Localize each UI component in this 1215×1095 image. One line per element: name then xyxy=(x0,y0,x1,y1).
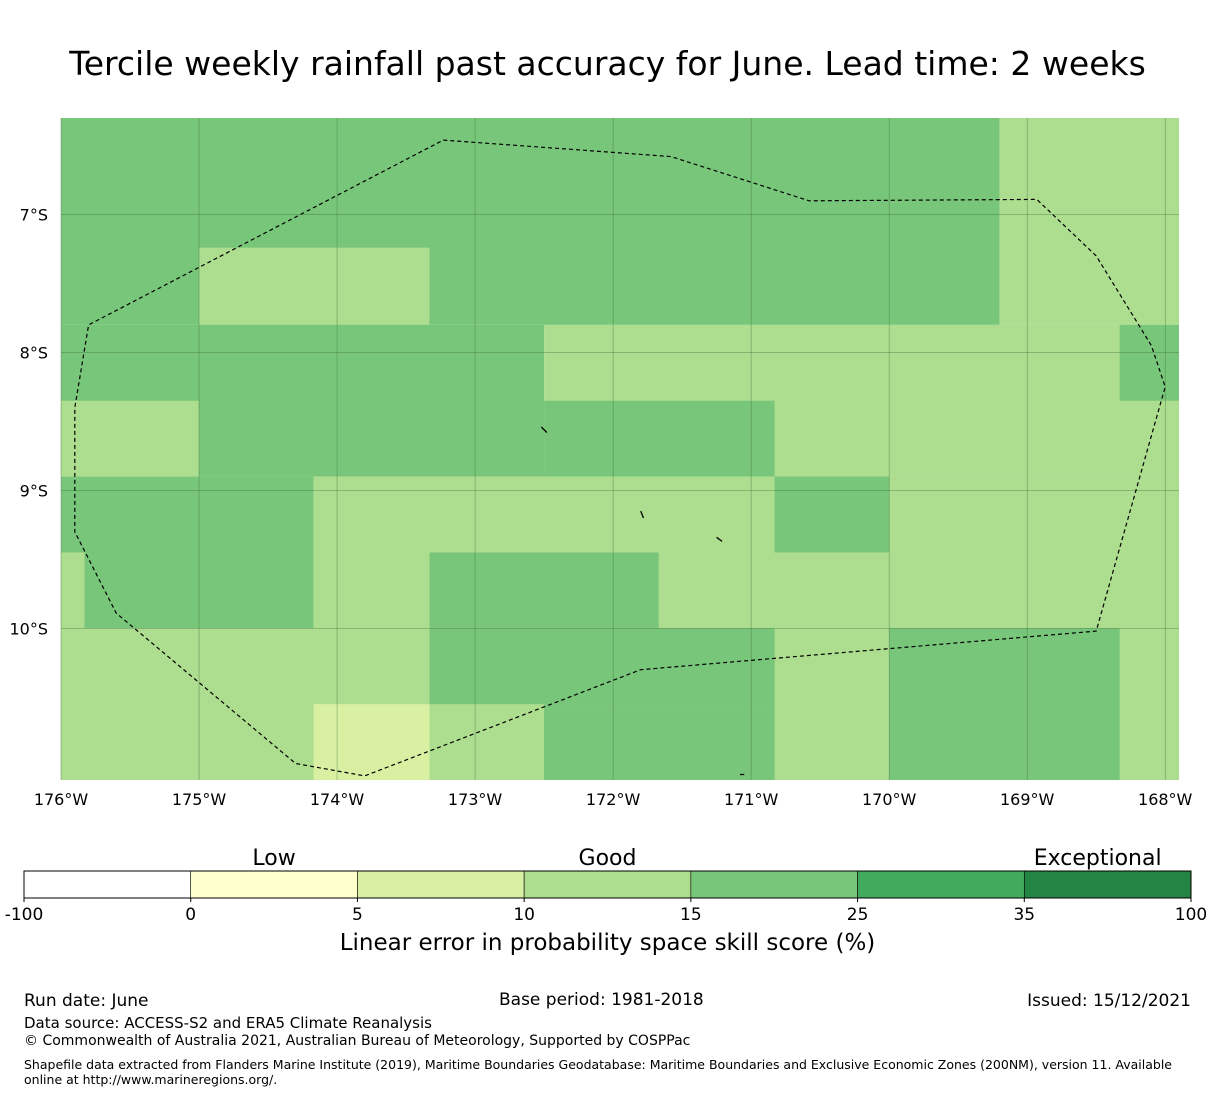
colorbar-swatch xyxy=(357,870,525,899)
longitude-tick-label: 174°W xyxy=(310,790,365,809)
longitude-tick-label: 175°W xyxy=(172,790,227,809)
colorbar-tick-label: 35 xyxy=(1013,905,1035,925)
longitude-tick-label: 169°W xyxy=(1000,790,1055,809)
colorbar-category-label: Low xyxy=(252,846,295,871)
skill-cell xyxy=(313,704,430,780)
skill-cell xyxy=(429,552,659,629)
colorbar-swatch xyxy=(690,870,858,899)
longitude-labels: 176°W 175°W 174°W 173°W 172°W 171°W 170°W 169°W… xyxy=(34,790,1193,809)
page-title: Tercile weekly rainfall past accuracy fo… xyxy=(69,44,1146,83)
latitude-labels: 7°S 8°S 9°S 10°S xyxy=(9,206,48,639)
longitude-tick-label: 172°W xyxy=(586,790,641,809)
skill-cell xyxy=(544,400,775,477)
island-layer xyxy=(540,426,745,776)
longitude-tick-label: 168°W xyxy=(1138,790,1193,809)
skill-cell xyxy=(429,628,775,705)
issued-date: Issued: 15/12/2021 xyxy=(1027,991,1191,1011)
latitude-tick-label: 8°S xyxy=(20,343,48,362)
skill-cell xyxy=(61,400,200,477)
colorbar-category-label: Good xyxy=(579,846,637,871)
data-source: Data source: ACCESS-S2 and ERA5 Climate … xyxy=(24,1014,432,1032)
skill-cell xyxy=(199,247,430,325)
shapefile-note: Shapefile data extracted from Flanders M… xyxy=(24,1057,1172,1087)
colorbar-tick-label: 0 xyxy=(185,905,196,925)
latitude-tick-label: 7°S xyxy=(20,206,48,225)
colorbar-tick-label: 15 xyxy=(680,905,702,925)
colorbar-tick-label: 100 xyxy=(1175,905,1207,925)
latitude-tick-label: 10°S xyxy=(9,619,48,638)
eez-boundary-layer xyxy=(74,139,1166,777)
colorbar-tick-label: 5 xyxy=(352,905,363,925)
base-period: Base period: 1981-2018 xyxy=(499,990,704,1010)
run-date: Run date: June xyxy=(24,991,149,1011)
copyright: © Commonwealth of Australia 2021, Austra… xyxy=(24,1033,691,1049)
colorbar-outline xyxy=(23,870,1192,899)
colorbar-swatch xyxy=(857,870,1025,899)
longitude-tick-label: 176°W xyxy=(34,790,89,809)
colorbar-tick-label: -100 xyxy=(5,905,44,925)
island-outline xyxy=(640,510,645,519)
skill-cell xyxy=(544,704,775,780)
longitude-tick-label: 173°W xyxy=(448,790,503,809)
island-outline xyxy=(716,536,723,542)
colorbar-category-label: Exceptional xyxy=(1034,846,1162,871)
skill-cell xyxy=(61,476,314,629)
colorbar-tick-label: 25 xyxy=(847,905,869,925)
colorbar-tick-label: 10 xyxy=(513,905,535,925)
skill-cell xyxy=(889,628,1120,780)
longitude-tick-label: 170°W xyxy=(862,790,917,809)
colorbar-swatch xyxy=(190,870,358,899)
skill-cell xyxy=(774,476,890,553)
skill-cell xyxy=(61,552,85,629)
skill-cell xyxy=(1119,324,1179,401)
skill-grid-layer xyxy=(61,118,1179,780)
graticule-layer xyxy=(60,118,1179,780)
latitude-tick-label: 9°S xyxy=(20,481,48,500)
colorbar-swatch xyxy=(523,870,692,899)
colorbar-swatch xyxy=(23,870,192,899)
longitude-tick-label: 171°W xyxy=(724,790,779,809)
colorbar: -100 0 5 10 15 25 35 100 Low Good Exceptional xyxy=(5,846,1208,925)
island-outline xyxy=(540,426,548,433)
eez-boundary-line xyxy=(74,139,1166,777)
skill-cell xyxy=(999,118,1179,325)
colorbar-title: Linear error in probability space skill … xyxy=(339,930,876,956)
colorbar-swatch xyxy=(1023,870,1192,899)
